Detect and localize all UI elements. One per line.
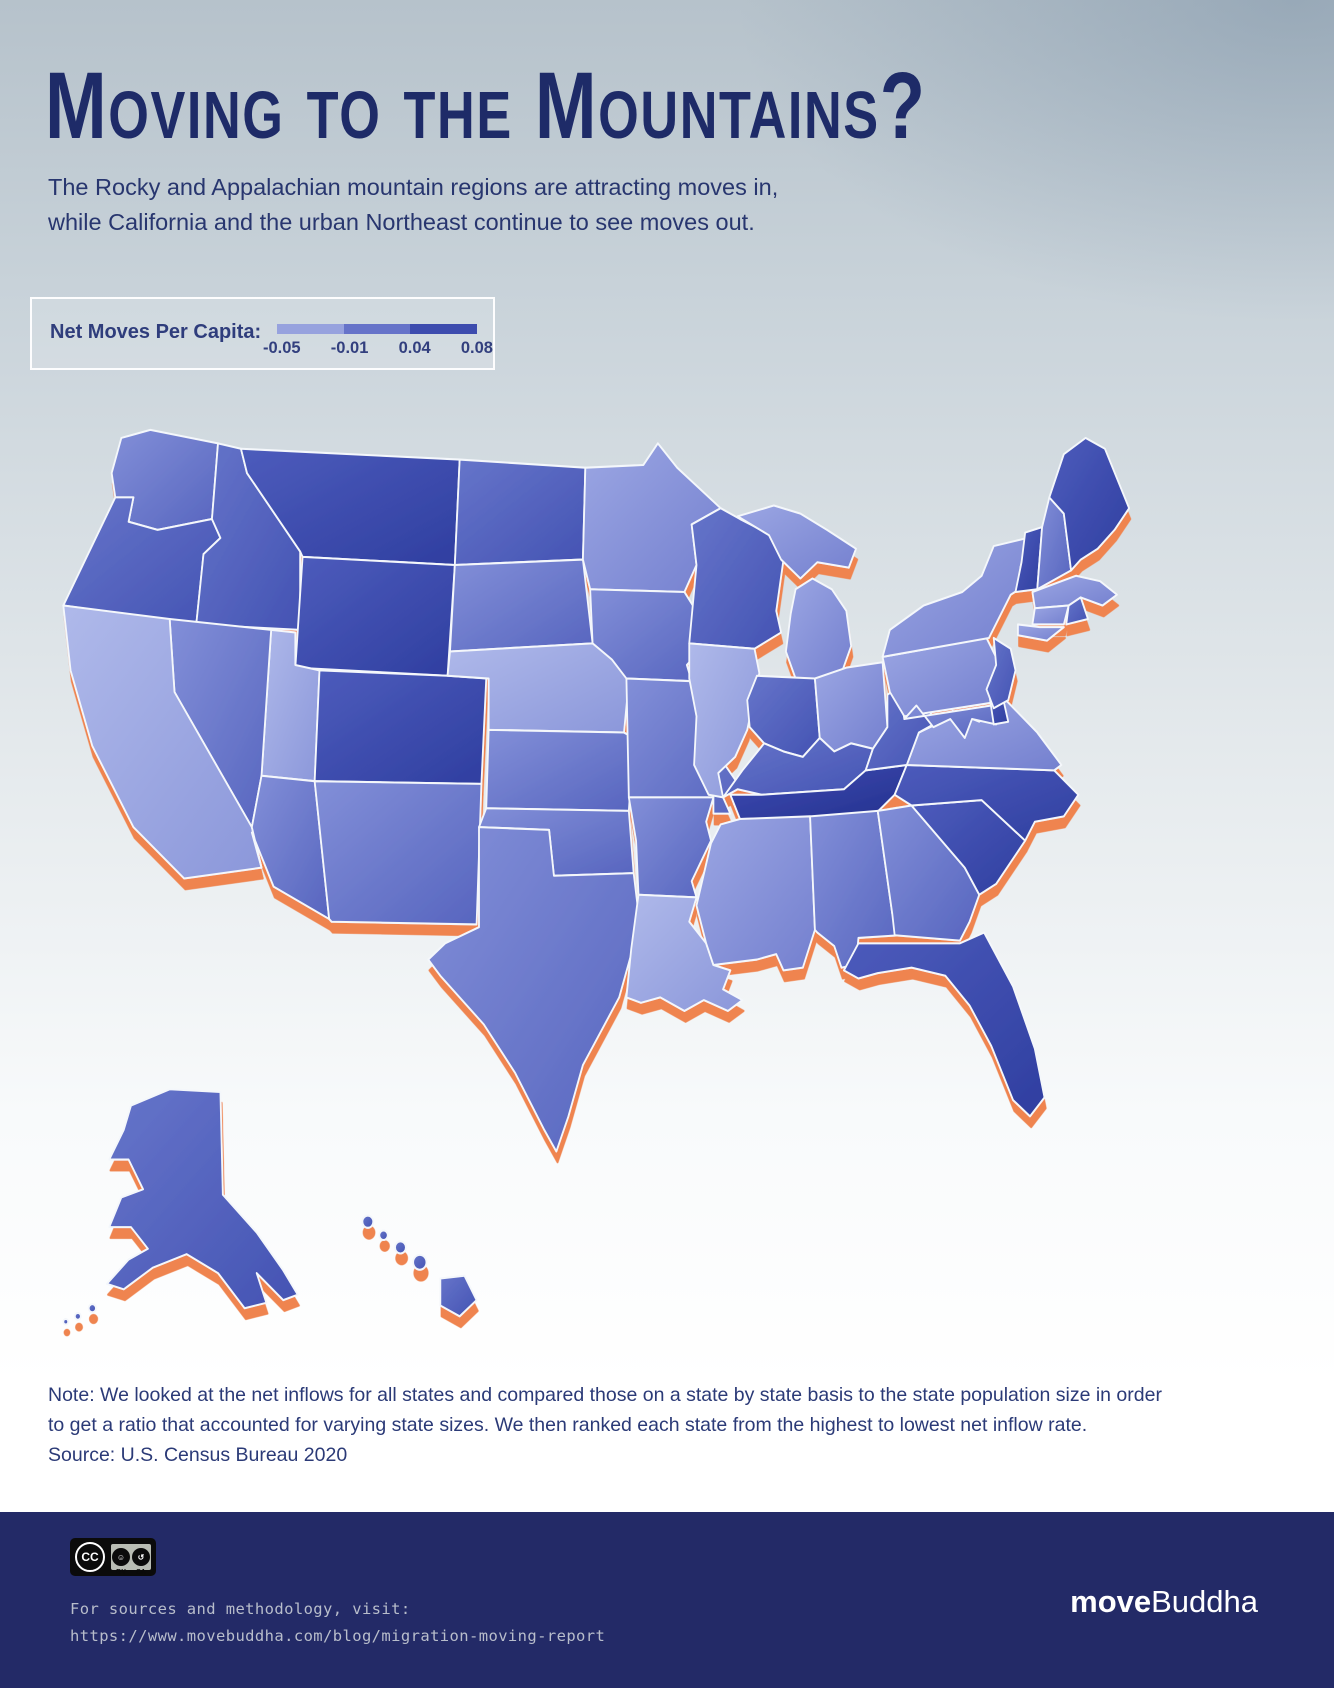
state-RI [1065,596,1089,626]
footer-source-text: For sources and methodology, visit: http… [70,1596,605,1650]
contiguous-states-group [62,428,1130,1153]
cc-sa-label: SA [136,1569,146,1576]
state-MS [695,815,816,972]
state-OH [814,661,889,753]
movebuddha-logo: moveBuddha [1070,1584,1258,1620]
cc-by-sa-icons: ☺ BY ↺ SA [111,1544,151,1576]
state-AK [105,1088,299,1310]
alaska-group [62,1088,299,1326]
us-choropleth-map [15,392,1175,1392]
legend-tick: -0.01 [330,339,369,357]
hawaii-island [394,1240,407,1255]
state-MI-upper [736,504,857,580]
legend-segment-medium [343,324,411,334]
state-NJ [985,636,1017,710]
aleutian-island [87,1303,97,1314]
logo-buddha: Buddha [1151,1584,1258,1619]
us-map-svg [62,428,1130,1326]
footer-bar: CC ☺ BY ↺ SA For sources and methodology, … [0,1512,1334,1688]
state-FL [843,931,1046,1118]
state-KS [485,728,635,812]
page-subtitle: The Rocky and Appalachian mountain regio… [48,170,778,241]
legend-tick: 0.04 [398,339,431,357]
subtitle-line-2: while California and the urban Northeast… [48,209,755,236]
state-NM [313,780,483,926]
state-SD [449,558,594,653]
state-CA [62,604,263,880]
legend-color-scale [277,324,478,334]
aleutian-island [73,1311,82,1321]
aleutian-island [62,1318,70,1326]
state-NY-mainland [881,536,1029,658]
legend-tick: 0.08 [460,339,493,357]
note-line-3: Source: U.S. Census Bureau 2020 [48,1444,348,1467]
legend-segment-light [277,324,344,334]
footer-url: https://www.movebuddha.com/blog/migratio… [70,1627,606,1646]
state-AR [627,796,715,899]
state-WI [688,507,785,650]
legend-segment-dark [410,324,478,334]
state-MI-lower [785,577,853,685]
state-IL [688,642,761,799]
legend-ticks: -0.05 -0.01 0.04 0.08 [263,339,493,358]
note-line-2: to get a ratio that accounted for varyin… [48,1414,1088,1437]
state-WY [294,555,456,677]
hawaii-island [378,1229,389,1241]
legend-panel: Net Moves Per Capita: -0.05 -0.01 0.04 0… [30,297,495,370]
note-line-1: Note: We looked at the net inflows for a… [48,1384,1162,1406]
state-TX [427,826,640,1153]
cc-by-label: BY [116,1569,126,1576]
hawaii-big-island [439,1274,478,1318]
state-CO [313,669,488,785]
state-IN [746,674,821,758]
hawaii-island [361,1214,375,1229]
state-VT [1014,526,1043,594]
legend-label: Net Moves Per Capita: [50,321,262,343]
hawaii-island [412,1253,428,1271]
legend-tick: -0.05 [263,339,301,357]
state-NY-long-island [1017,623,1065,642]
state-ND [453,458,587,566]
cc-sa-icon: ↺ SA [132,1548,150,1576]
page-title: Moving to the Mountains? [45,53,927,159]
subtitle-line-1: The Rocky and Appalachian mountain regio… [48,174,779,200]
cc-by-icon: ☺ BY [112,1548,130,1576]
state-ME [1048,436,1130,572]
cc-license-badge: CC ☺ BY ↺ SA [70,1538,156,1576]
state-NC [893,763,1080,842]
footer-cta-line: For sources and methodology, visit: [70,1600,411,1618]
hawaii-group [361,1214,478,1318]
state-LA [625,893,744,1012]
methodology-note: Note: We looked at the net inflows for a… [48,1380,1162,1471]
cc-icon: CC [75,1542,105,1572]
logo-move: move [1070,1584,1152,1619]
state-CT [1031,604,1070,626]
